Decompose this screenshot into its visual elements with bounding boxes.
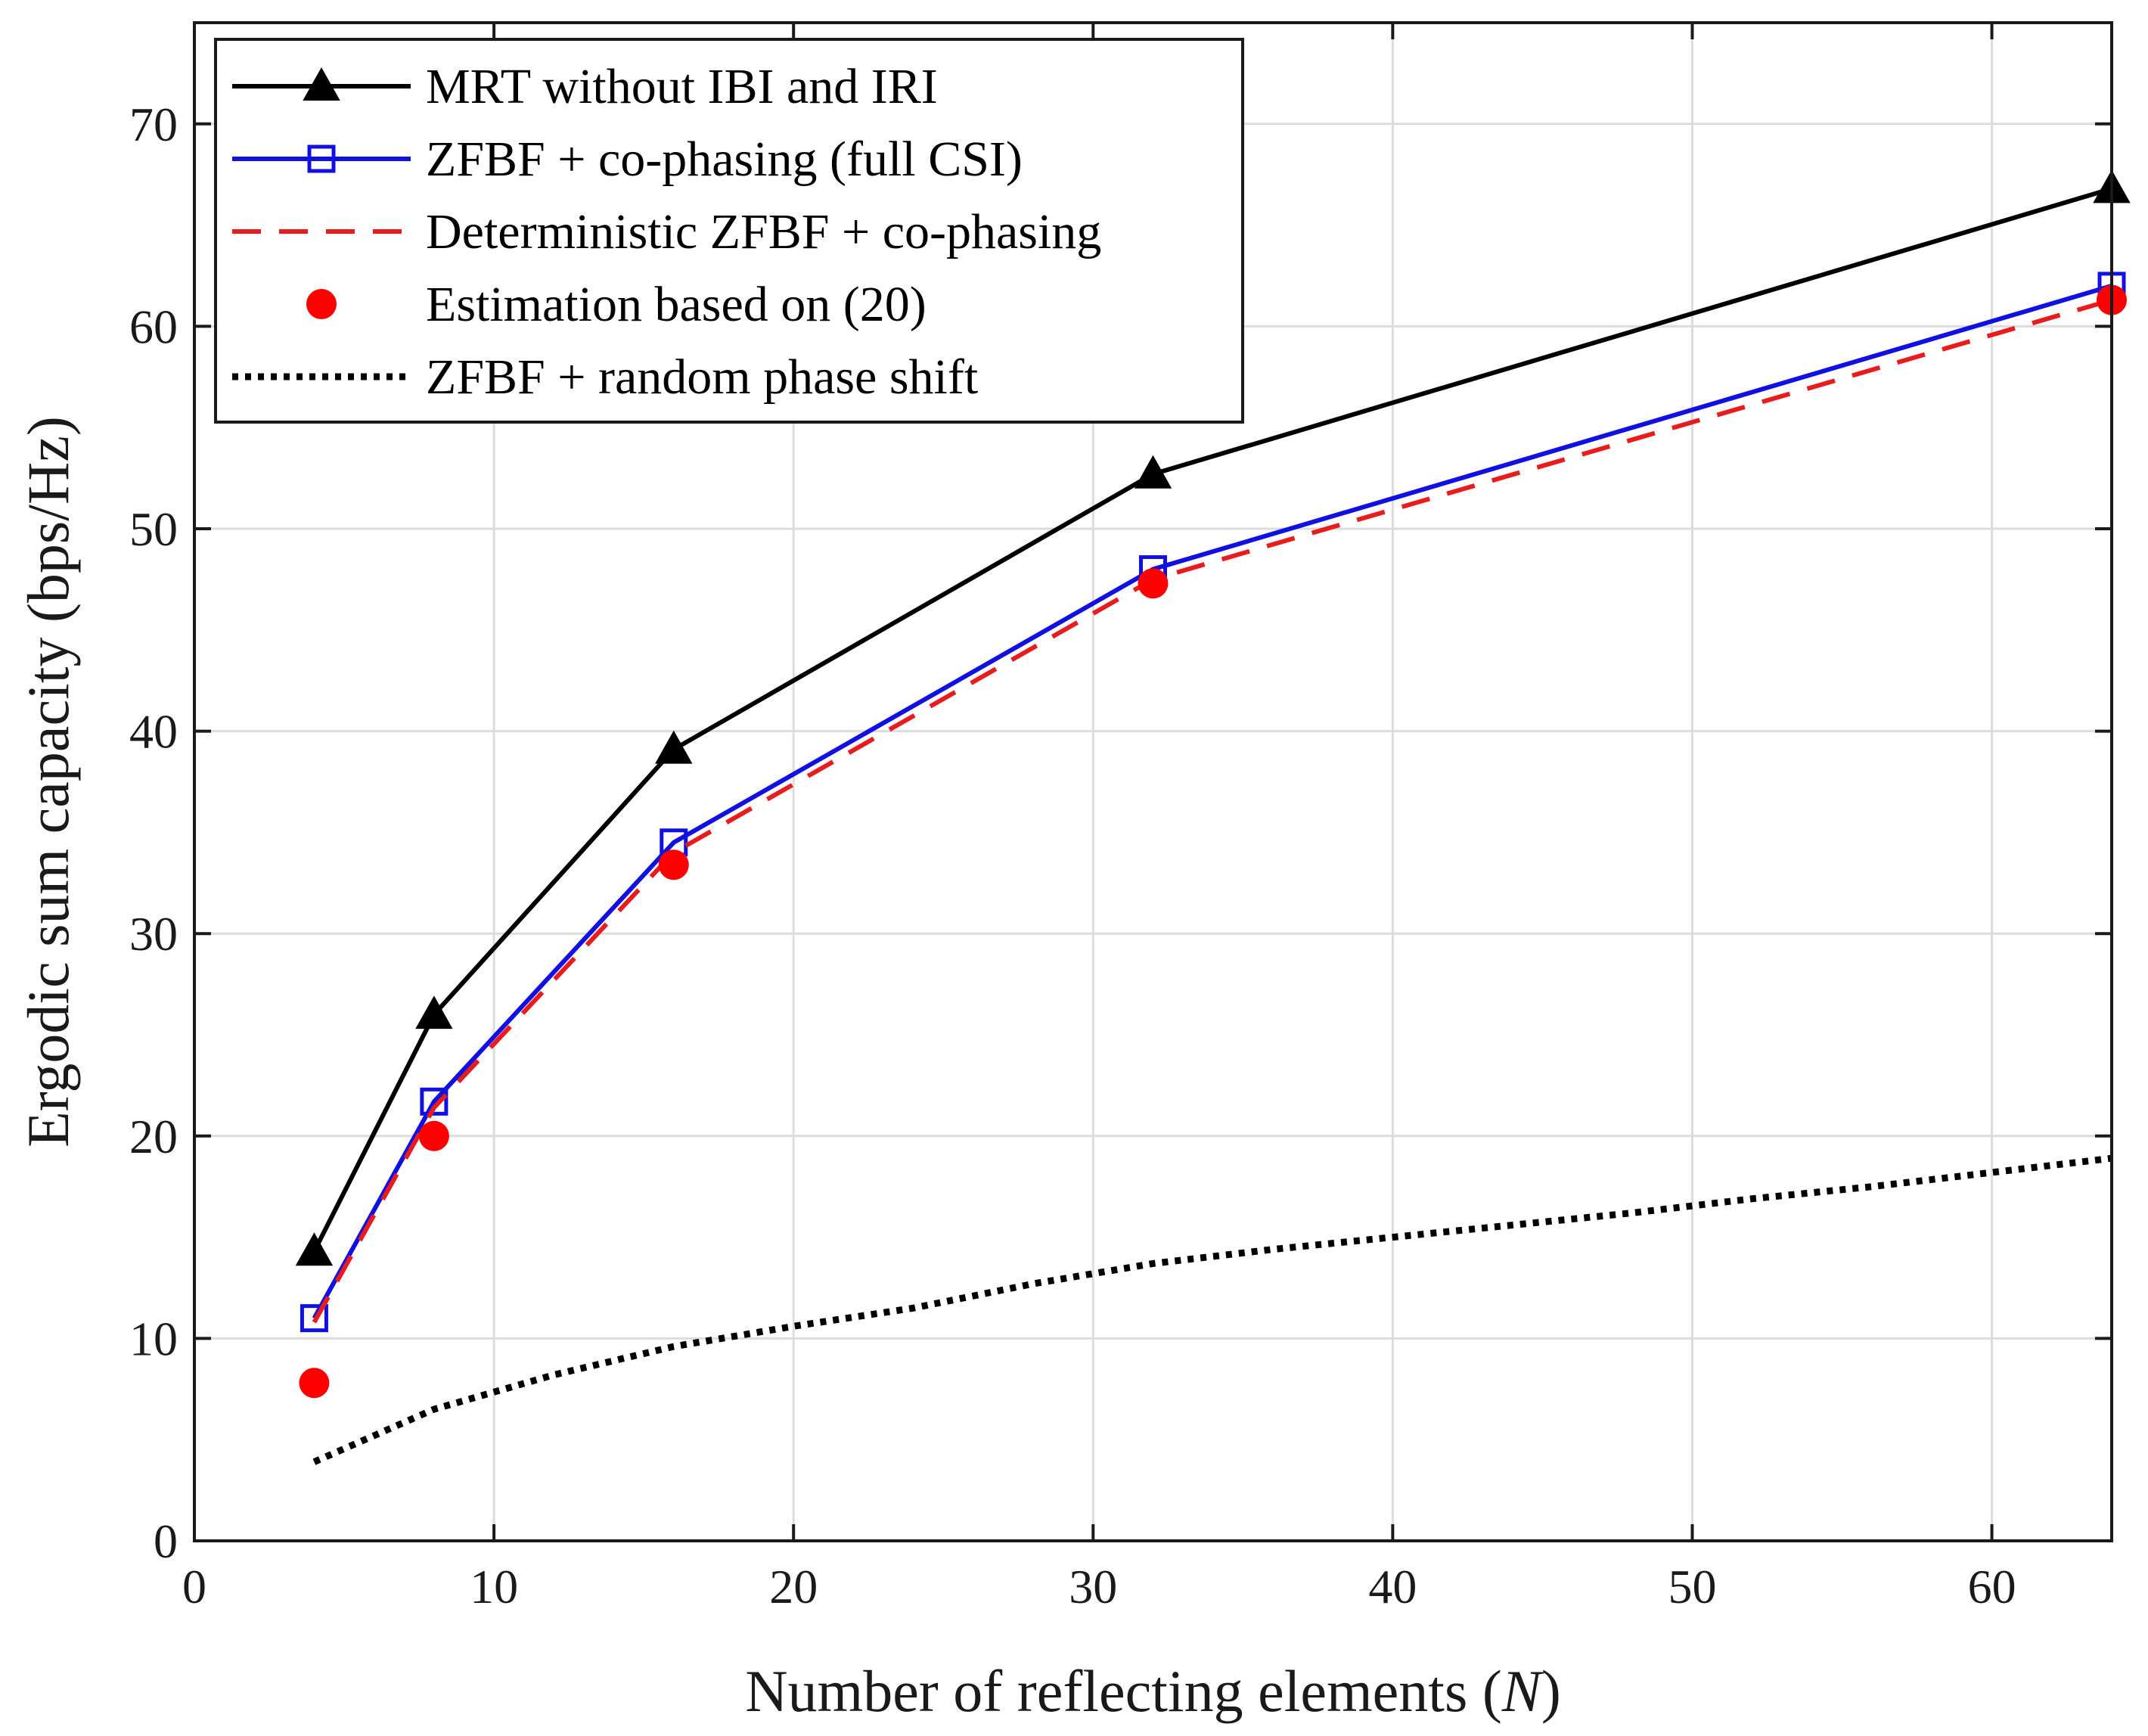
data-point [1138, 568, 1169, 599]
x-tick-label: 10 [470, 1560, 518, 1613]
legend-marker [307, 144, 336, 173]
legend-label: ZFBF + random phase shift [426, 349, 978, 405]
series-line [312, 284, 2112, 1320]
legend-label: MRT without IBI and IRI [426, 59, 938, 114]
data-point [655, 730, 693, 764]
x-tick-label: 0 [182, 1560, 206, 1613]
data-point [300, 1304, 328, 1333]
y-tick-label: 30 [129, 907, 178, 961]
y-tick-label: 10 [129, 1312, 178, 1365]
x-axis-title-text: Number of reflecting elements [745, 1658, 1467, 1724]
x-tick-label: 60 [1968, 1560, 2016, 1613]
legend-label: Deterministic ZFBF + co-phasing [426, 204, 1101, 259]
y-tick-label: 70 [129, 98, 178, 151]
series-line [312, 297, 2112, 1324]
plot-area-border [193, 21, 2113, 1542]
x-tick-label: 30 [1069, 1560, 1117, 1613]
legend-marker [303, 67, 340, 101]
data-point [418, 1120, 449, 1151]
x-axis-variable: N [1501, 1658, 1544, 1724]
data-point [415, 995, 453, 1029]
legend-item: MRT without IBI and IRI [232, 59, 938, 114]
series-3 [299, 284, 2127, 1399]
legend-item: Estimation based on (20) [306, 277, 927, 332]
legend-item: ZFBF + co-phasing (full CSI) [232, 132, 1023, 187]
x-tick-label: 40 [1368, 1560, 1417, 1613]
series-layer [295, 169, 2131, 1465]
legend: MRT without IBI and IRI ZFBF + co-phasing… [214, 38, 1244, 424]
legend-label: Estimation based on (20) [426, 277, 927, 332]
legend-item: Deterministic ZFBF + co-phasing [232, 204, 1101, 259]
data-point [299, 1368, 330, 1399]
y-tick-label: 0 [154, 1514, 178, 1568]
legend-items: MRT without IBI and IRI ZFBF + co-phasing… [232, 59, 1101, 405]
series-2 [312, 297, 2112, 1324]
y-tick-label: 40 [129, 705, 178, 759]
data-point [420, 1087, 449, 1116]
x-axis-title: Number of reflecting elements (N) [745, 1658, 1561, 1724]
series-1 [300, 272, 2126, 1333]
legend-item: ZFBF + random phase shift [232, 349, 978, 405]
x-tick-label: 50 [1668, 1560, 1716, 1613]
y-tick-label: 50 [129, 502, 178, 556]
series-0 [295, 169, 2131, 1266]
y-axis-title: Ergodic sum capacity (bps/Hz) [15, 416, 81, 1147]
data-point [658, 849, 689, 880]
legend-label: ZFBF + co-phasing (full CSI) [426, 132, 1023, 187]
data-point [295, 1232, 334, 1266]
y-tick-label: 20 [129, 1110, 178, 1163]
legend-marker [306, 289, 337, 319]
data-point [1134, 455, 1172, 489]
x-tick-label: 20 [769, 1560, 818, 1613]
axis-ticks: 0 10 20 30 40 50 60 0 10 20 30 40 50 60 70 [129, 23, 2112, 1613]
y-tick-label: 60 [129, 300, 178, 353]
